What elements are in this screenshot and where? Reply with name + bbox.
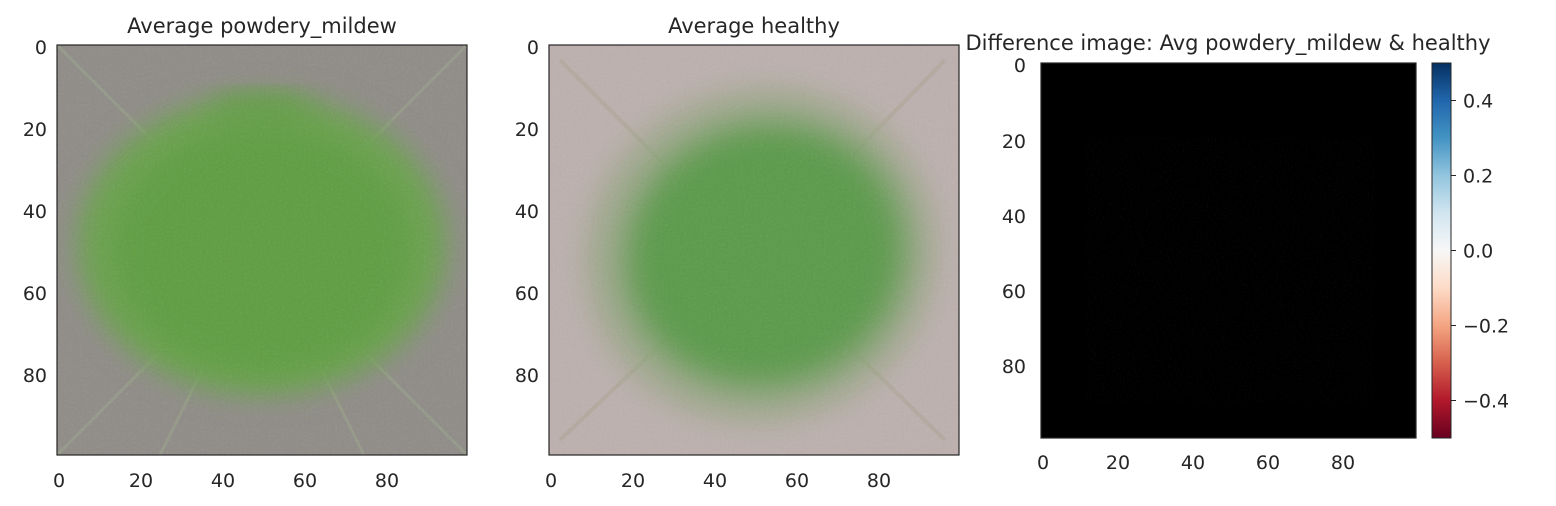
axes-frame: [1040, 62, 1417, 439]
y-tick-label: 0: [527, 37, 539, 59]
y-tick-label: 80: [23, 365, 47, 387]
y-tick-label: 0: [35, 37, 47, 59]
x-tick-label: 80: [867, 470, 891, 492]
x-tick-label: 20: [621, 470, 645, 492]
y-tick-label: 20: [515, 119, 539, 141]
y-ticks: 0 20 40 60 80: [515, 37, 539, 387]
x-tick-label: 40: [211, 470, 235, 492]
x-ticks: 0 20 40 60 80: [545, 470, 891, 492]
axes-frame: [548, 44, 960, 456]
x-tick-label: 80: [1331, 452, 1355, 474]
y-tick-label: 60: [23, 283, 47, 305]
y-tick-label: 60: [1002, 281, 1026, 303]
x-tick-label: 40: [1181, 452, 1205, 474]
average-image: [549, 45, 959, 455]
axes-frame: [56, 44, 468, 456]
colorbar-tick-label: −0.2: [1463, 316, 1509, 338]
x-ticks: 0 20 40 60 80: [1037, 452, 1355, 474]
x-tick-label: 0: [545, 470, 557, 492]
x-tick-label: 0: [1037, 452, 1049, 474]
x-tick-label: 40: [703, 470, 727, 492]
colorbar: 0.4 0.2 0.0 −0.2 −0.4: [1431, 62, 1509, 439]
y-tick-label: 60: [515, 283, 539, 305]
x-tick-label: 80: [375, 470, 399, 492]
colorbar-fill: [1432, 63, 1451, 438]
y-tick-label: 0: [1014, 55, 1026, 77]
average-image: [57, 45, 467, 455]
y-ticks: 0 20 40 60 80: [1002, 55, 1026, 378]
y-ticks: 0 20 40 60 80: [23, 37, 47, 387]
y-tick-label: 80: [1002, 356, 1026, 378]
x-tick-label: 20: [129, 470, 153, 492]
y-tick-label: 40: [515, 201, 539, 223]
panel-healthy: Average healthy 0 20 40 60 80 0 20 40 60…: [515, 14, 960, 492]
x-tick-label: 60: [1256, 452, 1280, 474]
panel-title: Average healthy: [668, 14, 840, 38]
x-tick-label: 0: [53, 470, 65, 492]
x-tick-label: 60: [785, 470, 809, 492]
colorbar-ticks: 0.4 0.2 0.0 −0.2 −0.4: [1451, 91, 1509, 413]
y-tick-label: 40: [1002, 206, 1026, 228]
x-tick-label: 20: [1106, 452, 1130, 474]
panel-title: Average powdery_mildew: [127, 14, 397, 39]
panel-title: Difference image: Avg powdery_mildew & h…: [965, 31, 1490, 56]
y-tick-label: 80: [515, 365, 539, 387]
colorbar-tick-label: 0.0: [1463, 241, 1493, 263]
colorbar-tick-label: 0.2: [1463, 166, 1493, 188]
difference-image: [1041, 63, 1416, 438]
panel-powdery-mildew: Average powdery_mildew 0 20 40 60 80 0 2…: [23, 14, 468, 492]
x-tick-label: 60: [293, 470, 317, 492]
y-tick-label: 40: [23, 201, 47, 223]
panel-difference: Difference image: Avg powdery_mildew & h…: [965, 31, 1509, 474]
y-tick-label: 20: [1002, 131, 1026, 153]
y-tick-label: 20: [23, 119, 47, 141]
x-ticks: 0 20 40 60 80: [53, 470, 399, 492]
colorbar-tick-label: −0.4: [1463, 391, 1509, 413]
colorbar-tick-label: 0.4: [1463, 91, 1493, 113]
